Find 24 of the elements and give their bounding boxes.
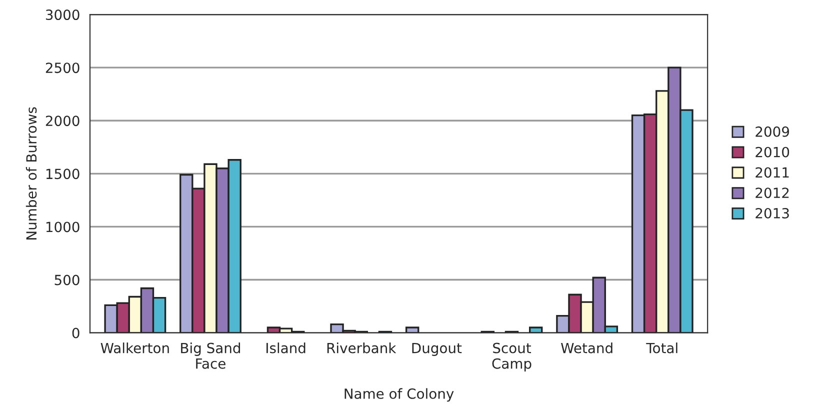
x-tick-label: Big Sand Face — [181, 342, 240, 369]
legend-label: 2013 — [756, 208, 789, 218]
y-tick-label: 2500 — [46, 62, 80, 74]
x-tick-label: Total — [646, 342, 678, 354]
x-tick-label: Walkerton — [100, 342, 169, 354]
x-tick-label: Riverbank — [327, 342, 396, 354]
x-axis-title: Name of Colony — [344, 388, 454, 402]
y-tick-label: 3000 — [46, 10, 80, 20]
x-tick-label: Scout Camp — [492, 342, 532, 372]
y-tick-label: 0 — [72, 328, 80, 338]
y-tick-label: 500 — [54, 274, 80, 286]
bar — [405, 326, 420, 333]
x-tick-label: Island — [266, 342, 306, 354]
y-axis-title: Number of Burrows — [26, 107, 37, 240]
legend-label: 2010 — [756, 146, 790, 158]
x-tick-label: Dugout — [412, 342, 462, 356]
x-tick-label: Wetand — [561, 342, 612, 354]
y-tick-label: 2000 — [46, 116, 80, 126]
legend-label: 2009 — [756, 126, 790, 137]
y-tick-label: 1500 — [46, 168, 80, 180]
legend-label: 2011 — [756, 167, 789, 178]
y-tick-label: 1000 — [46, 222, 80, 232]
legend-label: 2012 — [756, 188, 789, 198]
bar — [528, 326, 543, 333]
